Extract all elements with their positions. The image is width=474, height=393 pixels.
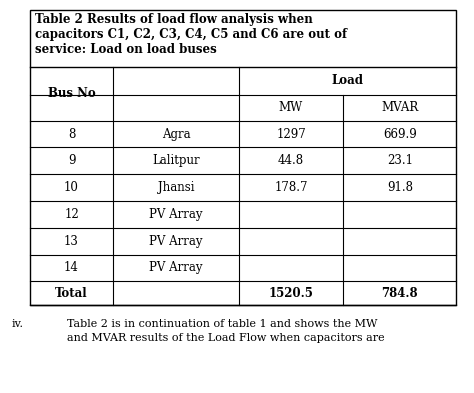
Text: Table 2 Results of load flow analysis when
capacitors C1, C2, C3, C4, C5 and C6 : Table 2 Results of load flow analysis wh…: [35, 13, 347, 57]
Text: Table 2 is in continuation of table 1 and shows the MW: Table 2 is in continuation of table 1 an…: [67, 319, 378, 329]
Text: PV Array: PV Array: [149, 261, 203, 274]
Bar: [30, 9, 456, 305]
Text: 669.9: 669.9: [383, 127, 417, 141]
Text: and MVAR results of the Load Flow when capacitors are: and MVAR results of the Load Flow when c…: [67, 333, 385, 343]
Text: 1520.5: 1520.5: [269, 287, 313, 300]
Text: iv.: iv.: [12, 319, 24, 329]
Text: Jhansi: Jhansi: [158, 181, 194, 194]
Text: 8: 8: [68, 127, 75, 141]
Text: 784.8: 784.8: [382, 287, 418, 300]
Text: 9: 9: [68, 154, 75, 167]
Text: MW: MW: [279, 101, 303, 114]
Text: 23.1: 23.1: [387, 154, 413, 167]
Text: PV Array: PV Array: [149, 235, 203, 248]
Text: Agra: Agra: [162, 127, 191, 141]
Text: 178.7: 178.7: [274, 181, 308, 194]
Text: 44.8: 44.8: [278, 154, 304, 167]
Text: Bus No: Bus No: [48, 87, 95, 100]
Text: 91.8: 91.8: [387, 181, 413, 194]
Text: PV Array: PV Array: [149, 208, 203, 221]
Text: 10: 10: [64, 181, 79, 194]
Text: 13: 13: [64, 235, 79, 248]
Text: Load: Load: [331, 74, 364, 87]
Text: Lalitpur: Lalitpur: [152, 154, 200, 167]
Text: 14: 14: [64, 261, 79, 274]
Text: 12: 12: [64, 208, 79, 221]
Text: MVAR: MVAR: [381, 101, 419, 114]
Text: Total: Total: [55, 287, 88, 300]
Text: 1297: 1297: [276, 127, 306, 141]
